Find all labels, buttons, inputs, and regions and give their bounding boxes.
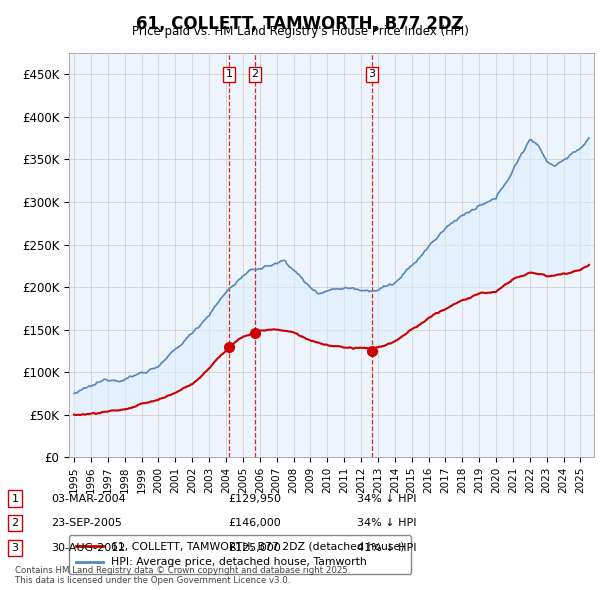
Text: £129,950: £129,950	[228, 494, 281, 503]
Text: 1: 1	[11, 494, 19, 503]
Text: 30-AUG-2012: 30-AUG-2012	[51, 543, 125, 553]
Text: Price paid vs. HM Land Registry's House Price Index (HPI): Price paid vs. HM Land Registry's House …	[131, 25, 469, 38]
Text: 34% ↓ HPI: 34% ↓ HPI	[357, 494, 416, 503]
Text: 2: 2	[11, 519, 19, 528]
Text: 2: 2	[251, 70, 259, 80]
Legend: 61, COLLETT, TAMWORTH, B77 2DZ (detached house), HPI: Average price, detached ho: 61, COLLETT, TAMWORTH, B77 2DZ (detached…	[69, 535, 412, 574]
Text: Contains HM Land Registry data © Crown copyright and database right 2025.
This d: Contains HM Land Registry data © Crown c…	[15, 566, 350, 585]
Text: 1: 1	[226, 70, 232, 80]
Text: 23-SEP-2005: 23-SEP-2005	[51, 519, 122, 528]
Text: 03-MAR-2004: 03-MAR-2004	[51, 494, 126, 503]
Text: £125,000: £125,000	[228, 543, 281, 553]
Text: 3: 3	[11, 543, 19, 553]
Text: 61, COLLETT, TAMWORTH, B77 2DZ: 61, COLLETT, TAMWORTH, B77 2DZ	[136, 15, 464, 33]
Text: 3: 3	[368, 70, 376, 80]
Text: 41% ↓ HPI: 41% ↓ HPI	[357, 543, 416, 553]
Text: £146,000: £146,000	[228, 519, 281, 528]
Text: 34% ↓ HPI: 34% ↓ HPI	[357, 519, 416, 528]
